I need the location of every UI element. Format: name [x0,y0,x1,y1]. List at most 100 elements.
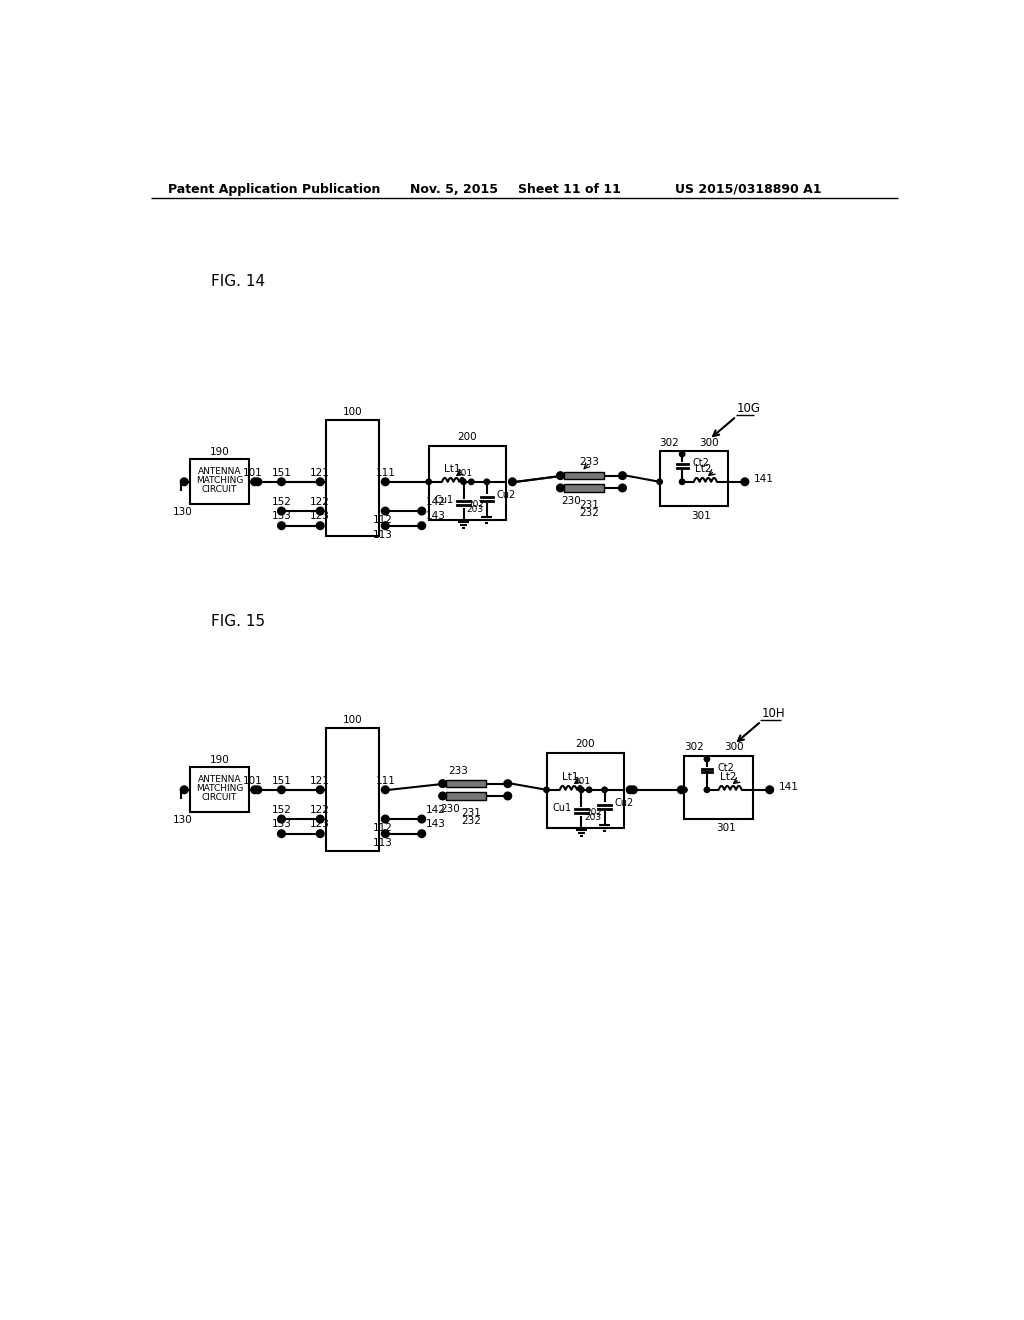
Circle shape [484,479,489,484]
Circle shape [278,816,285,822]
Circle shape [278,523,285,529]
Text: 230: 230 [440,804,460,814]
Bar [547,752,624,828]
Circle shape [627,787,634,793]
Text: 111: 111 [376,467,395,478]
Circle shape [678,787,685,793]
Text: 233: 233 [580,457,599,467]
Circle shape [316,478,324,486]
Text: 302: 302 [684,742,703,752]
Text: 300: 300 [724,742,743,752]
Text: 130: 130 [173,814,193,825]
Circle shape [679,479,685,484]
Bar [327,420,379,536]
Text: 302: 302 [659,437,679,447]
Text: 203: 203 [467,506,483,513]
Bar [563,484,604,492]
Text: 231: 231 [462,808,481,818]
Text: 123: 123 [310,511,330,521]
Text: CIRCUIT: CIRCUIT [202,484,238,494]
Text: 151: 151 [271,467,292,478]
Text: 153: 153 [271,511,292,521]
Circle shape [682,787,687,792]
Text: Cu1: Cu1 [552,803,571,813]
Bar [445,792,486,800]
Circle shape [504,780,511,787]
Bar [445,780,486,788]
Circle shape [766,787,773,793]
Text: 152: 152 [271,805,292,814]
Text: 143: 143 [426,511,445,521]
Text: Ct2: Ct2 [693,458,710,469]
Text: FIG. 15: FIG. 15 [211,614,265,630]
Text: 202: 202 [468,500,484,510]
Text: 190: 190 [210,755,229,764]
Circle shape [278,830,285,837]
Text: MATCHING: MATCHING [196,784,243,793]
Circle shape [461,479,466,484]
Text: 230: 230 [561,496,582,506]
Text: Ct2: Ct2 [718,763,734,774]
Circle shape [316,830,324,837]
Text: 100: 100 [343,407,362,417]
Text: 141: 141 [779,783,799,792]
Text: 301: 301 [717,824,736,833]
Circle shape [251,478,258,486]
Circle shape [316,787,324,793]
Text: 300: 300 [699,437,719,447]
Text: 232: 232 [580,508,599,517]
Circle shape [587,787,592,792]
Text: 121: 121 [310,776,330,785]
Text: Cu2: Cu2 [497,490,516,500]
Circle shape [557,473,564,479]
Circle shape [418,830,425,837]
Text: FIG. 14: FIG. 14 [211,275,265,289]
Circle shape [705,756,710,762]
Circle shape [278,508,285,515]
Bar [659,451,728,507]
Text: Sheet 11 of 11: Sheet 11 of 11 [518,182,622,195]
Text: 233: 233 [449,766,468,776]
Circle shape [618,473,626,479]
Text: Nov. 5, 2015: Nov. 5, 2015 [410,182,498,195]
Circle shape [254,478,261,486]
Text: 112: 112 [373,824,393,833]
Text: 202: 202 [586,808,602,817]
Circle shape [418,523,425,529]
Circle shape [180,478,187,486]
Text: 201: 201 [456,469,473,478]
Circle shape [382,508,389,515]
Text: 101: 101 [243,469,262,478]
Text: 142: 142 [426,496,445,507]
Text: 141: 141 [755,474,774,484]
Circle shape [469,479,474,484]
Circle shape [602,787,607,792]
Text: Cu1: Cu1 [434,495,454,504]
Text: 151: 151 [271,776,292,785]
Text: 123: 123 [310,820,330,829]
Circle shape [254,787,261,793]
Text: 203: 203 [585,813,602,822]
Text: 232: 232 [462,816,481,825]
Text: MATCHING: MATCHING [196,475,243,484]
Circle shape [418,816,425,822]
Text: 112: 112 [373,515,393,525]
Text: Lt1: Lt1 [444,463,461,474]
Text: ANTENNA: ANTENNA [198,467,242,477]
Text: 200: 200 [458,432,477,442]
Text: 111: 111 [376,776,395,785]
Text: 231: 231 [580,500,599,510]
Circle shape [618,484,626,491]
Text: Patent Application Publication: Patent Application Publication [168,182,380,195]
Circle shape [630,787,637,793]
Text: 10G: 10G [736,403,761,416]
Text: 130: 130 [173,507,193,517]
Circle shape [504,792,511,800]
Circle shape [278,787,285,793]
Bar [684,756,753,818]
Circle shape [382,523,389,529]
Text: 113: 113 [373,838,393,847]
Text: 113: 113 [373,529,393,540]
Bar [563,471,604,479]
Text: 100: 100 [343,714,362,725]
